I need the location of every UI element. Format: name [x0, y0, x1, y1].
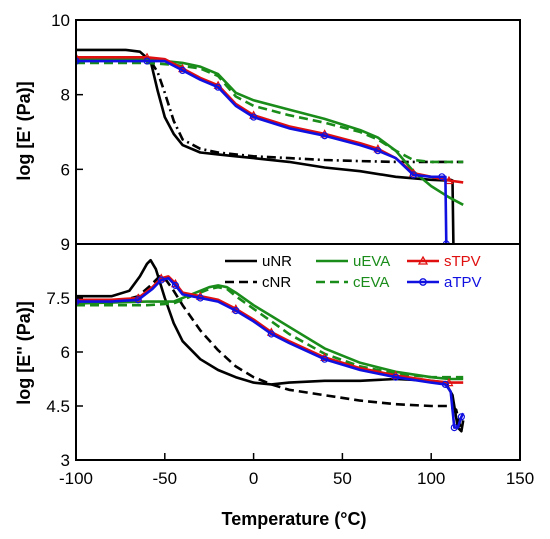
legend-label-aTPV: aTPV [444, 274, 482, 291]
x-tick-label: 0 [249, 469, 258, 488]
legend-label-uEVA: uEVA [353, 253, 390, 270]
series-line-uEVA [76, 57, 464, 206]
legend-label-sTPV: sTPV [444, 253, 481, 270]
series-line-aTPV [76, 59, 448, 244]
y-tick-label: 3 [61, 451, 70, 470]
marker-aTPV [232, 307, 240, 315]
x-axis-title: Temperature (°C) [222, 509, 367, 529]
marker-aTPV [267, 330, 275, 338]
x-tick-label: -50 [153, 469, 178, 488]
marker-aTPV [457, 413, 465, 421]
marker-aTPV [438, 173, 446, 181]
marker-aTPV [409, 171, 418, 179]
series-line-cNR [76, 57, 464, 164]
marker-aTPV [250, 113, 258, 121]
y-tick-label: 6 [61, 343, 70, 362]
marker-aTPV [441, 380, 450, 388]
y-tick-label: 6 [61, 160, 70, 179]
legend-marker-sTPV [417, 255, 429, 265]
legend-label-cEVA: cEVA [353, 274, 389, 291]
y-tick-label: 7.5 [46, 289, 70, 308]
x-tick-label: -100 [59, 469, 93, 488]
series-line-uNR [76, 48, 455, 244]
x-tick-label: 150 [506, 469, 534, 488]
series-line-aTPV [76, 276, 465, 429]
marker-aTPV [374, 147, 382, 155]
top-y-axis-title: log [E' (Pa)] [14, 81, 34, 180]
marker-aTPV [171, 281, 180, 289]
loss-modulus-panel: 9 7.5 6 4.5 3-100 -50 0 50 100 150 [46, 235, 534, 488]
marker-aTPV [392, 373, 400, 381]
marker-aTPV [76, 57, 80, 65]
marker-sTPV [444, 175, 454, 185]
y-tick-label: 9 [61, 235, 70, 254]
y-tick-label: 10 [51, 11, 70, 30]
marker-aTPV [450, 424, 458, 432]
marker-aTPV [321, 132, 329, 140]
marker-aTPV [134, 296, 142, 304]
marker-aTPV [196, 294, 204, 302]
marker-aTPV [442, 240, 450, 244]
marker-aTPV [178, 66, 187, 75]
series-line-cNR [76, 275, 463, 429]
series-line-cEVA [76, 285, 464, 379]
marker-aTPV [321, 355, 329, 363]
bottom-y-axis-title: log [E'' (Pa)] [14, 301, 34, 405]
marker-aTPV [76, 298, 80, 306]
legend-label-uNR: uNR [262, 253, 292, 270]
legend: uNR cNR uEVA cEVA sTPV aTPV [225, 253, 482, 291]
x-tick-label: 100 [417, 469, 445, 488]
series-line-cEVA [76, 61, 464, 164]
marker-aTPV [157, 276, 165, 284]
legend-label-cNR: cNR [262, 274, 291, 291]
series-line-sTPV [76, 56, 464, 184]
marker-sTPV [76, 52, 81, 61]
y-tick-label: 4.5 [46, 397, 70, 416]
storage-modulus-panel: 10 8 6 [51, 11, 521, 245]
marker-aTPV [143, 57, 151, 65]
x-tick-label: 50 [333, 469, 352, 488]
legend-marker-aTPV [419, 278, 427, 286]
marker-aTPV [214, 83, 222, 91]
y-tick-label: 8 [61, 86, 70, 105]
series-line-sTPV [76, 275, 464, 384]
